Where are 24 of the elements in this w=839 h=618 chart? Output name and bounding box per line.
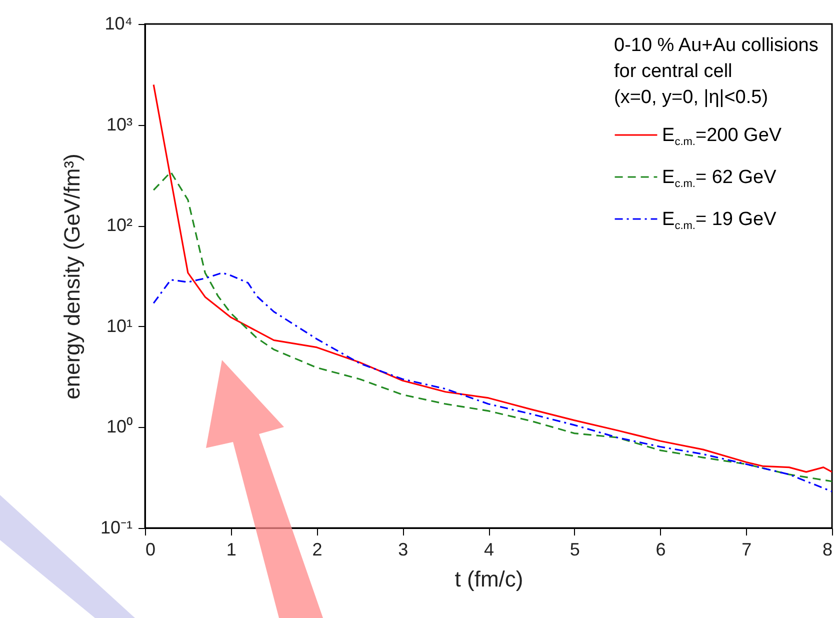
line-series bbox=[152, 272, 832, 492]
x-tick-label: 7 bbox=[742, 540, 752, 560]
legend-label: E$_{c.m.}$= 19 GeV bbox=[662, 209, 777, 232]
y-tick-label: 10³ bbox=[106, 114, 133, 134]
x-tick-label: 8 bbox=[822, 540, 832, 560]
x-tick-label: 2 bbox=[312, 540, 322, 560]
x-tick-label: 1 bbox=[226, 540, 236, 560]
line-series bbox=[152, 84, 832, 473]
x-tick-label: 0 bbox=[146, 540, 156, 560]
x-tick-label: 6 bbox=[656, 540, 666, 560]
line-series bbox=[152, 171, 832, 482]
legend-label: E$_{c.m.}$= 62 GeV bbox=[662, 167, 777, 190]
y-tick-label: 10⁰ bbox=[106, 416, 132, 437]
x-tick-label: 4 bbox=[484, 540, 494, 560]
y-tick-label: 10⁴ bbox=[104, 14, 132, 34]
x-axis-title: t (fm/c) bbox=[454, 566, 524, 592]
legend-label: E$_{c.m.}$=200 GeV bbox=[662, 125, 782, 148]
legend-title: 0-10 % Au+Au collisions for central cell (x=0, y=0, |η|<0.5) bbox=[614, 35, 818, 108]
x-tick-label: 3 bbox=[398, 540, 408, 560]
x-tick-label: 5 bbox=[570, 540, 580, 560]
y-tick-label: 10⁻¹ bbox=[100, 518, 133, 538]
y-axis-title: energy density (GeV/fm³) bbox=[59, 154, 84, 400]
y-tick-label: 10² bbox=[106, 215, 133, 236]
y-tick-label: 10¹ bbox=[106, 316, 133, 336]
